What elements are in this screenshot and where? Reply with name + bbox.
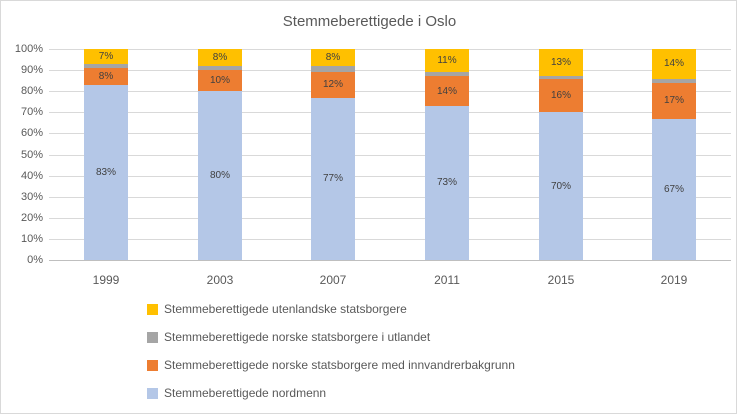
bar-segment: 8% xyxy=(311,49,355,66)
bar-segment xyxy=(198,65,242,71)
y-axis-tick-label: 10% xyxy=(20,233,43,245)
x-axis-tick-label: 1999 xyxy=(92,273,120,287)
bar-segment: 16% xyxy=(539,78,583,113)
bar-segment: 8% xyxy=(84,67,128,85)
x-axis-tick-label: 2007 xyxy=(319,273,347,287)
y-axis-tick-label: 0% xyxy=(27,254,43,266)
data-label: 11% xyxy=(437,55,457,67)
bar-segment: 10% xyxy=(198,70,242,92)
legend-item-label: Stemmeberettigede norske statsborgere i … xyxy=(164,330,431,344)
legend-swatch-icon xyxy=(147,331,158,343)
chart-title: Stemmeberettigede i Oslo xyxy=(282,13,457,30)
data-label: 8% xyxy=(212,51,228,63)
bar-segment xyxy=(311,65,355,73)
data-label: 8% xyxy=(98,70,114,82)
gridline xyxy=(49,218,731,219)
bar-segment: 12% xyxy=(311,72,355,98)
gridline xyxy=(49,133,731,134)
legend-item: Stemmeberettigede norske statsborgere i … xyxy=(147,329,515,345)
bar-segment: 7% xyxy=(84,49,128,64)
data-label: 13% xyxy=(550,57,571,69)
data-label: 14% xyxy=(663,58,684,70)
data-label: 16% xyxy=(550,89,571,101)
gridline xyxy=(49,197,731,198)
bar-segment: 73% xyxy=(425,105,469,260)
data-label: 77% xyxy=(322,173,343,185)
data-label: 73% xyxy=(436,177,457,189)
y-axis-tick-label: 60% xyxy=(20,127,43,139)
data-label: 10% xyxy=(209,75,230,87)
bar-segment: 83% xyxy=(84,84,128,260)
x-axis-tick-label: 2011 xyxy=(434,273,460,287)
data-label: 17% xyxy=(663,95,684,107)
data-label: 14% xyxy=(436,85,457,97)
legend-swatch-icon xyxy=(147,303,158,315)
y-axis-tick-label: 30% xyxy=(20,191,43,203)
bar-segment: 17% xyxy=(652,82,696,119)
data-label: 83% xyxy=(95,166,116,178)
data-label: 70% xyxy=(550,180,571,192)
legend-swatch-icon xyxy=(147,359,158,371)
y-axis-tick-label: 40% xyxy=(20,170,43,182)
bar-segment: 80% xyxy=(198,91,242,260)
gridline xyxy=(49,112,731,113)
y-axis-tick-label: 100% xyxy=(14,43,43,55)
legend-item-label: Stemmeberettigede utenlandske statsborge… xyxy=(164,302,407,316)
y-axis-tick-label: 80% xyxy=(20,85,43,97)
bar-segment: 11% xyxy=(425,49,469,73)
bar-segment: 14% xyxy=(425,76,469,106)
gridline xyxy=(49,49,731,50)
gridline xyxy=(49,70,731,71)
bar-segment: 8% xyxy=(198,49,242,66)
y-axis-tick-label: 70% xyxy=(20,106,43,118)
bar-segment xyxy=(652,78,696,83)
x-axis-tick-label: 2015 xyxy=(547,273,575,287)
bar-segment: 67% xyxy=(652,118,696,260)
y-axis-tick-label: 20% xyxy=(20,212,43,224)
data-label: 8% xyxy=(325,51,341,63)
gridline xyxy=(49,239,731,240)
legend-item: Stemmeberettigede norske statsborgere me… xyxy=(147,357,515,373)
bar-segment: 13% xyxy=(539,49,583,77)
bar-segment: 14% xyxy=(652,49,696,79)
x-axis-tick-label: 2003 xyxy=(206,273,234,287)
data-label: 12% xyxy=(322,79,343,91)
bar-segment xyxy=(84,63,128,68)
gridline xyxy=(49,91,731,92)
data-label: 7% xyxy=(98,50,114,62)
legend-item-label: Stemmeberettigede norske statsborgere me… xyxy=(164,358,515,372)
bar-segment xyxy=(425,72,469,77)
legend-item: Stemmeberettigede nordmenn xyxy=(147,385,515,401)
y-axis-tick-label: 50% xyxy=(20,149,43,161)
gridline xyxy=(49,155,731,156)
legend: Stemmeberettigede utenlandske statsborge… xyxy=(147,301,515,413)
bar-segment: 77% xyxy=(311,97,355,260)
data-label: 67% xyxy=(663,183,684,195)
bar-segment xyxy=(539,76,583,79)
x-axis-line xyxy=(49,260,731,261)
legend-item: Stemmeberettigede utenlandske statsborge… xyxy=(147,301,515,317)
data-label: 80% xyxy=(209,170,230,182)
legend-swatch-icon xyxy=(147,387,158,399)
legend-item-label: Stemmeberettigede nordmenn xyxy=(164,386,327,400)
gridline xyxy=(49,176,731,177)
x-axis-tick-label: 2019 xyxy=(660,273,688,287)
bar-segment: 70% xyxy=(539,112,583,260)
y-axis-tick-label: 90% xyxy=(20,64,43,76)
